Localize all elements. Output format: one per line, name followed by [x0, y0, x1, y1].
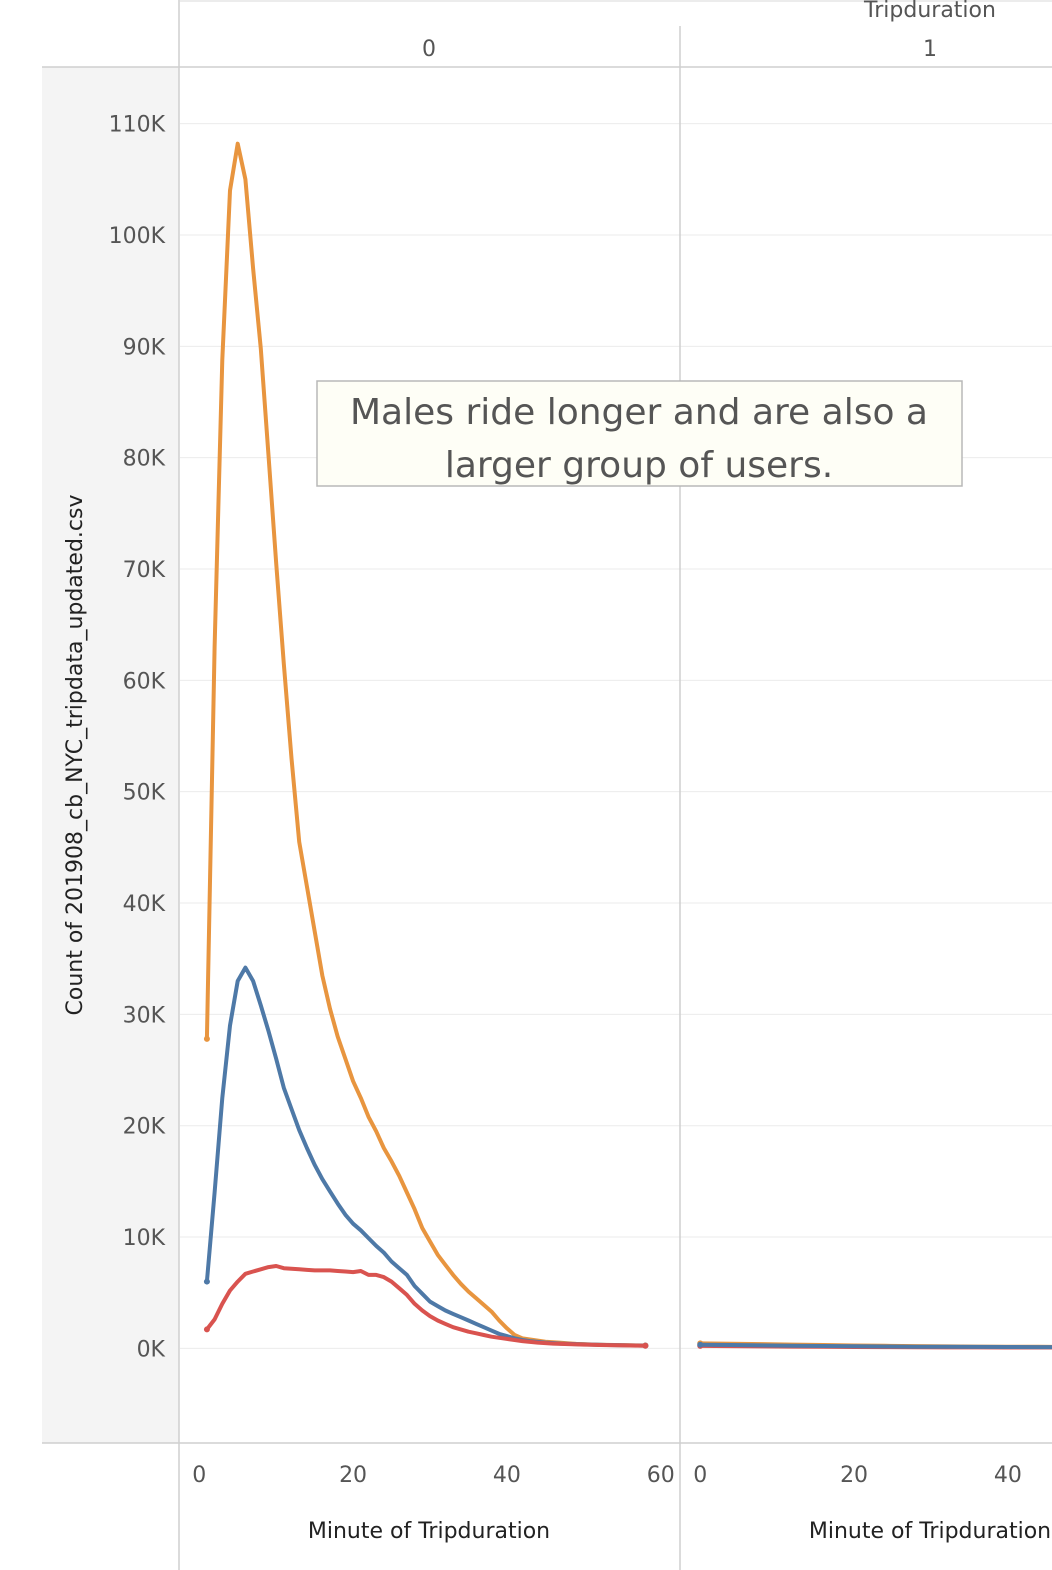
y-tick-label: 0K	[137, 1337, 166, 1362]
x-tick-label-panel-1: 0	[693, 1463, 707, 1488]
annotation-line-1: Males ride longer and are also a	[350, 392, 928, 433]
x-tick-label-panel-1: 40	[994, 1463, 1022, 1488]
y-tick-label: 100K	[109, 224, 166, 249]
x-tick-label-panel-0: 0	[192, 1463, 206, 1488]
series-line-red-panel-0	[204, 1264, 648, 1348]
x-tick-label-panel-0: 40	[493, 1463, 521, 1488]
series-point-blue-panel-0	[203, 1278, 210, 1285]
y-tick-label: 70K	[123, 558, 166, 583]
series-line-blue-panel-1	[698, 1342, 1052, 1350]
y-axis-panel	[42, 67, 179, 1443]
x-tick-label-panel-0: 60	[647, 1463, 675, 1488]
y-tick-label: 30K	[123, 1003, 166, 1028]
x-axis-ticks: 0 20 40 60 0 20 40	[192, 1463, 1022, 1488]
series-line-orange-panel-0	[204, 141, 648, 1348]
panel-header-0: 0	[422, 37, 436, 62]
y-tick-label: 10K	[123, 1226, 166, 1251]
series-point-red-panel-0	[203, 1326, 210, 1333]
y-axis-title: Count of 201908_cb_NYC_tripdata_updated.…	[63, 495, 88, 1016]
header-field-label: Tripduration	[863, 0, 996, 23]
y-tick-label: 110K	[109, 113, 166, 138]
panel-1-series	[697, 1340, 1052, 1350]
gridlines	[180, 123, 1052, 1349]
y-tick-label: 60K	[123, 669, 166, 694]
x-tick-label-panel-1: 20	[840, 1463, 868, 1488]
x-tick-label-panel-0: 20	[339, 1463, 367, 1488]
y-tick-label: 90K	[123, 335, 166, 360]
x-axis-title-panel-1: Minute of Tripduration	[809, 1519, 1051, 1544]
series-line-blue-panel-0	[204, 965, 648, 1348]
y-tick-label: 80K	[123, 447, 166, 472]
annotation-box: Males ride longer and are also a larger …	[316, 380, 963, 487]
y-tick-label: 50K	[123, 781, 166, 806]
annotation-line-2: larger group of users.	[445, 445, 833, 486]
panel-0-series	[203, 141, 649, 1349]
y-tick-label: 20K	[123, 1115, 166, 1140]
y-tick-label: 40K	[123, 892, 166, 917]
panel-header-1: 1	[923, 37, 937, 62]
series-point-blue-panel-1	[697, 1341, 704, 1348]
series-point-orange-panel-0	[203, 1035, 210, 1042]
x-axis-title-panel-0: Minute of Tripduration	[308, 1519, 550, 1544]
series-point-red-panel-0	[642, 1342, 649, 1349]
y-axis-ticks: 0K 10K 20K 30K 40K 50K 60K 70K 80K 90K 100K 110K	[109, 113, 166, 1363]
